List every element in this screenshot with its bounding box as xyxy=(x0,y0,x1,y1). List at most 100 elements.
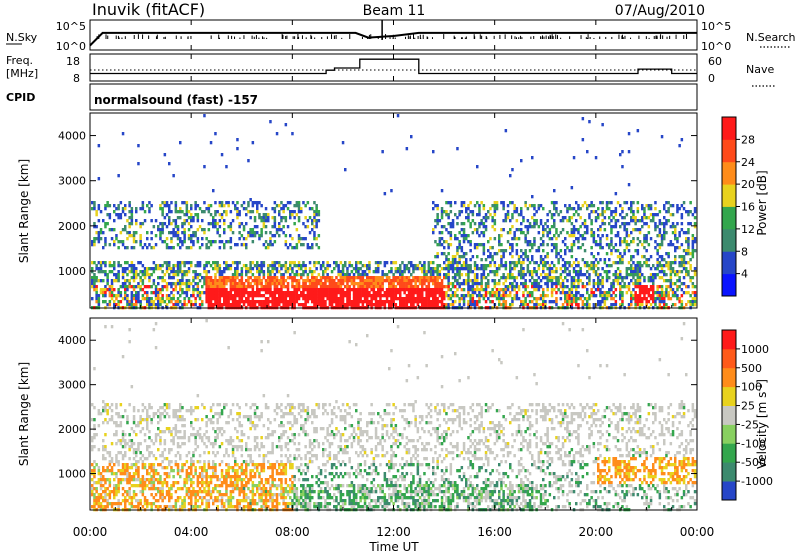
heatmap-cell xyxy=(124,442,127,446)
heatmap-cell xyxy=(152,475,156,479)
heatmap-cell xyxy=(410,264,413,268)
heatmap-cell xyxy=(440,279,444,283)
heatmap-cell xyxy=(205,282,208,286)
heatmap-cell xyxy=(524,279,527,283)
heatmap-cell xyxy=(524,252,527,256)
heatmap-cell xyxy=(223,204,226,208)
heatmap-cell xyxy=(520,207,523,211)
heatmap-cell xyxy=(152,279,156,283)
sky-trace xyxy=(89,20,697,47)
heatmap-cell xyxy=(139,240,142,244)
heatmap-cell xyxy=(680,228,684,232)
heatmap-cell xyxy=(313,237,316,241)
heatmap-cell xyxy=(183,273,186,277)
heatmap-cell xyxy=(350,279,354,283)
heatmap-cell xyxy=(432,288,435,292)
heatmap-cell xyxy=(555,282,558,286)
heatmap-cell xyxy=(641,219,644,223)
heatmap-cell xyxy=(610,288,613,292)
heatmap-cell xyxy=(185,282,189,286)
heatmap-cell xyxy=(476,264,479,268)
heatmap-cell xyxy=(377,285,380,289)
heatmap-cell xyxy=(614,273,618,277)
heatmap-cell xyxy=(196,288,200,292)
heatmap-cell xyxy=(682,276,686,280)
heatmap-cell xyxy=(161,276,164,280)
heatmap-cell xyxy=(583,249,587,253)
heatmap-cell xyxy=(102,288,105,292)
heatmap-cell xyxy=(638,231,642,235)
heatmap-cell xyxy=(586,264,589,268)
heatmap-cell xyxy=(564,237,567,241)
heatmap-cell xyxy=(124,433,127,437)
heatmap-cell xyxy=(231,303,235,307)
heatmap-cell xyxy=(680,216,684,220)
heatmap-cell xyxy=(256,294,259,298)
heatmap-cell xyxy=(654,213,657,217)
heatmap-cell xyxy=(423,297,426,301)
heatmap-cell xyxy=(253,300,257,304)
heatmap-cell xyxy=(451,267,455,271)
heatmap-cell xyxy=(306,273,310,277)
heatmap-cell xyxy=(693,270,697,274)
heatmap-cell xyxy=(555,207,558,211)
heatmap-cell xyxy=(238,285,241,289)
heatmap-cell xyxy=(520,159,523,163)
heatmap-cell xyxy=(553,246,556,250)
heatmap-cell xyxy=(148,403,151,407)
heatmap-cell xyxy=(658,264,662,268)
heatmap-cell xyxy=(517,285,521,289)
heatmap-cell xyxy=(130,246,134,250)
heatmap-cell xyxy=(619,255,622,259)
heatmap-cell xyxy=(526,285,530,289)
heatmap-cell xyxy=(524,204,527,208)
heatmap-cell xyxy=(317,300,321,304)
heatmap-cell xyxy=(194,204,197,208)
heatmap-cell xyxy=(594,273,598,277)
heatmap-cell xyxy=(586,276,589,280)
heatmap-cell xyxy=(93,436,96,440)
heatmap-cell xyxy=(372,291,376,295)
heatmap-cell xyxy=(542,258,545,262)
heatmap-cell xyxy=(306,246,310,250)
heatmap-cell xyxy=(115,430,118,434)
heatmap-cell xyxy=(489,264,492,268)
heatmap-cell xyxy=(183,300,186,304)
heatmap-cell xyxy=(143,481,147,485)
heatmap-cell xyxy=(306,297,310,301)
heatmap-cell xyxy=(91,279,94,283)
heatmap-cell xyxy=(174,207,178,211)
heatmap-cell xyxy=(482,288,486,292)
heatmap-cell xyxy=(249,216,252,220)
heatmap-cell xyxy=(267,216,270,220)
heatmap-cell xyxy=(271,234,274,238)
heatmap-cell xyxy=(374,279,378,283)
heatmap-cell xyxy=(416,300,420,304)
heatmap-cell xyxy=(121,276,125,280)
heatmap-cell xyxy=(159,303,162,307)
heatmap-cell xyxy=(231,201,235,205)
heatmap-cell xyxy=(445,201,448,205)
heatmap-cell xyxy=(363,282,367,286)
heatmap-cell xyxy=(493,237,497,241)
heatmap-cell xyxy=(148,300,151,304)
heatmap-cell xyxy=(495,273,499,277)
heatmap-cell xyxy=(150,463,153,467)
heatmap-cell xyxy=(132,409,136,413)
heatmap-cell xyxy=(258,264,261,268)
heatmap-cell xyxy=(396,267,400,271)
heatmap-cell xyxy=(443,225,446,229)
heatmap-cell xyxy=(203,201,206,205)
heatmap-cell xyxy=(159,297,162,301)
heatmap-cell xyxy=(370,276,373,280)
heatmap-cell xyxy=(190,225,193,229)
heatmap-cell xyxy=(586,288,589,292)
heatmap-cell xyxy=(447,252,450,256)
heatmap-cell xyxy=(427,276,431,280)
heatmap-cell xyxy=(632,213,635,217)
heatmap-cell xyxy=(212,267,215,271)
heatmap-cell xyxy=(537,297,541,301)
heatmap-cell xyxy=(597,288,600,292)
heatmap-cell xyxy=(225,201,228,205)
heatmap-cell xyxy=(471,282,475,286)
